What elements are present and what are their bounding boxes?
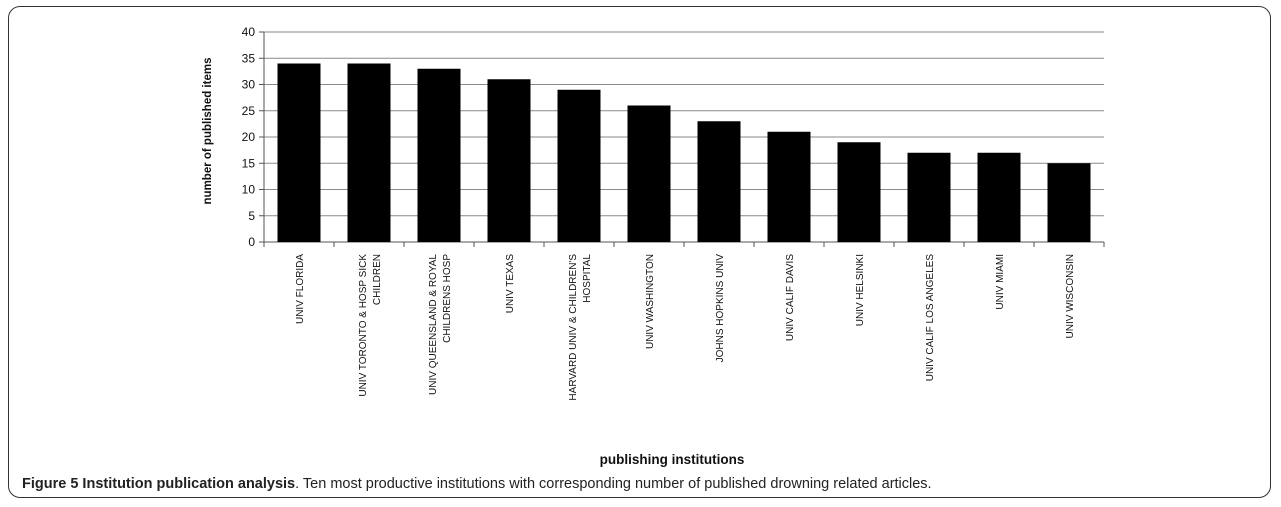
x-tick-label-line: UNIV QUEENSLAND & ROYAL <box>428 254 439 395</box>
x-tick-label-line: CHILDREN <box>372 254 383 305</box>
x-tick-label-line: HOSPITAL <box>582 254 593 303</box>
bar <box>697 121 741 242</box>
y-tick-label: 15 <box>242 156 256 170</box>
bar <box>627 105 671 242</box>
caption-text: . Ten most productive institutions with … <box>295 476 932 492</box>
x-tick-label: HARVARD UNIV & CHILDREN'S HOSPITAL <box>568 254 593 401</box>
x-tick-label-line: UNIV MIAMI <box>995 254 1006 310</box>
bar-chart: 0 5 10 15 20 25 30 35 40 UNIV FLORIDA UNIV TORONTO… <box>202 25 1105 467</box>
x-axis-title: publishing institutions <box>600 452 745 467</box>
bar <box>417 68 461 242</box>
x-tick-label: UNIV TORONTO & HOSP SICK CHILDREN <box>358 254 383 397</box>
x-tick-label-line: UNIV TEXAS <box>505 254 516 314</box>
x-tick-label-line: HARVARD UNIV & CHILDREN'S <box>568 254 579 401</box>
y-tick-label: 10 <box>242 183 256 197</box>
x-tick-label: UNIV QUEENSLAND & ROYAL CHILDRENS HOSP <box>428 254 453 395</box>
bar <box>977 152 1021 242</box>
x-tick-label: UNIV HELSINKI <box>855 254 866 326</box>
x-tick-label: UNIV CALIF DAVIS <box>785 254 796 341</box>
x-tick-label: UNIV WASHINGTON <box>645 254 656 349</box>
bar <box>1047 163 1091 242</box>
x-tick-label: UNIV CALIF LOS ANGELES <box>925 254 936 382</box>
bar <box>347 63 391 242</box>
y-tick-label: 35 <box>242 51 256 65</box>
y-tick-label: 5 <box>248 209 255 223</box>
y-tick-label: 30 <box>242 78 256 92</box>
x-tick-label: UNIV TEXAS <box>505 254 516 314</box>
figure-frame <box>8 6 1271 498</box>
x-tick-label-line: UNIV FLORIDA <box>295 254 306 324</box>
figure-caption: Figure 5 Institution publication analysi… <box>22 476 1267 492</box>
x-tick-label-line: UNIV CALIF DAVIS <box>785 254 796 341</box>
y-tick-label: 25 <box>242 104 256 118</box>
x-tick-label: UNIV MIAMI <box>995 254 1006 310</box>
x-tick-label-line: UNIV WISCONSIN <box>1065 254 1076 338</box>
bar <box>277 63 321 242</box>
bar <box>487 79 531 242</box>
x-tick-label-line: UNIV TORONTO & HOSP SICK <box>358 254 369 397</box>
caption-label: Figure 5 Institution publication analysi… <box>22 476 296 492</box>
y-tick-label: 20 <box>242 130 256 144</box>
y-tick-label: 40 <box>242 25 256 39</box>
x-tick-label-line: JOHNS HOPKINS UNIV <box>715 254 726 363</box>
x-tick-label: UNIV FLORIDA <box>295 254 306 324</box>
bar <box>907 152 951 242</box>
x-tick-label-line: CHILDRENS HOSP <box>442 254 453 343</box>
y-tick-label: 0 <box>248 235 255 249</box>
bar <box>837 142 881 242</box>
x-tick-label-line: UNIV HELSINKI <box>855 254 866 326</box>
x-tick-label: JOHNS HOPKINS UNIV <box>715 254 726 363</box>
x-tick-label-line: UNIV WASHINGTON <box>645 254 656 349</box>
bar <box>557 89 601 242</box>
x-tick-label: UNIV WISCONSIN <box>1065 254 1076 338</box>
y-axis-title: number of published items <box>202 58 214 205</box>
x-tick-label-line: UNIV CALIF LOS ANGELES <box>925 254 936 382</box>
bar <box>767 131 811 242</box>
